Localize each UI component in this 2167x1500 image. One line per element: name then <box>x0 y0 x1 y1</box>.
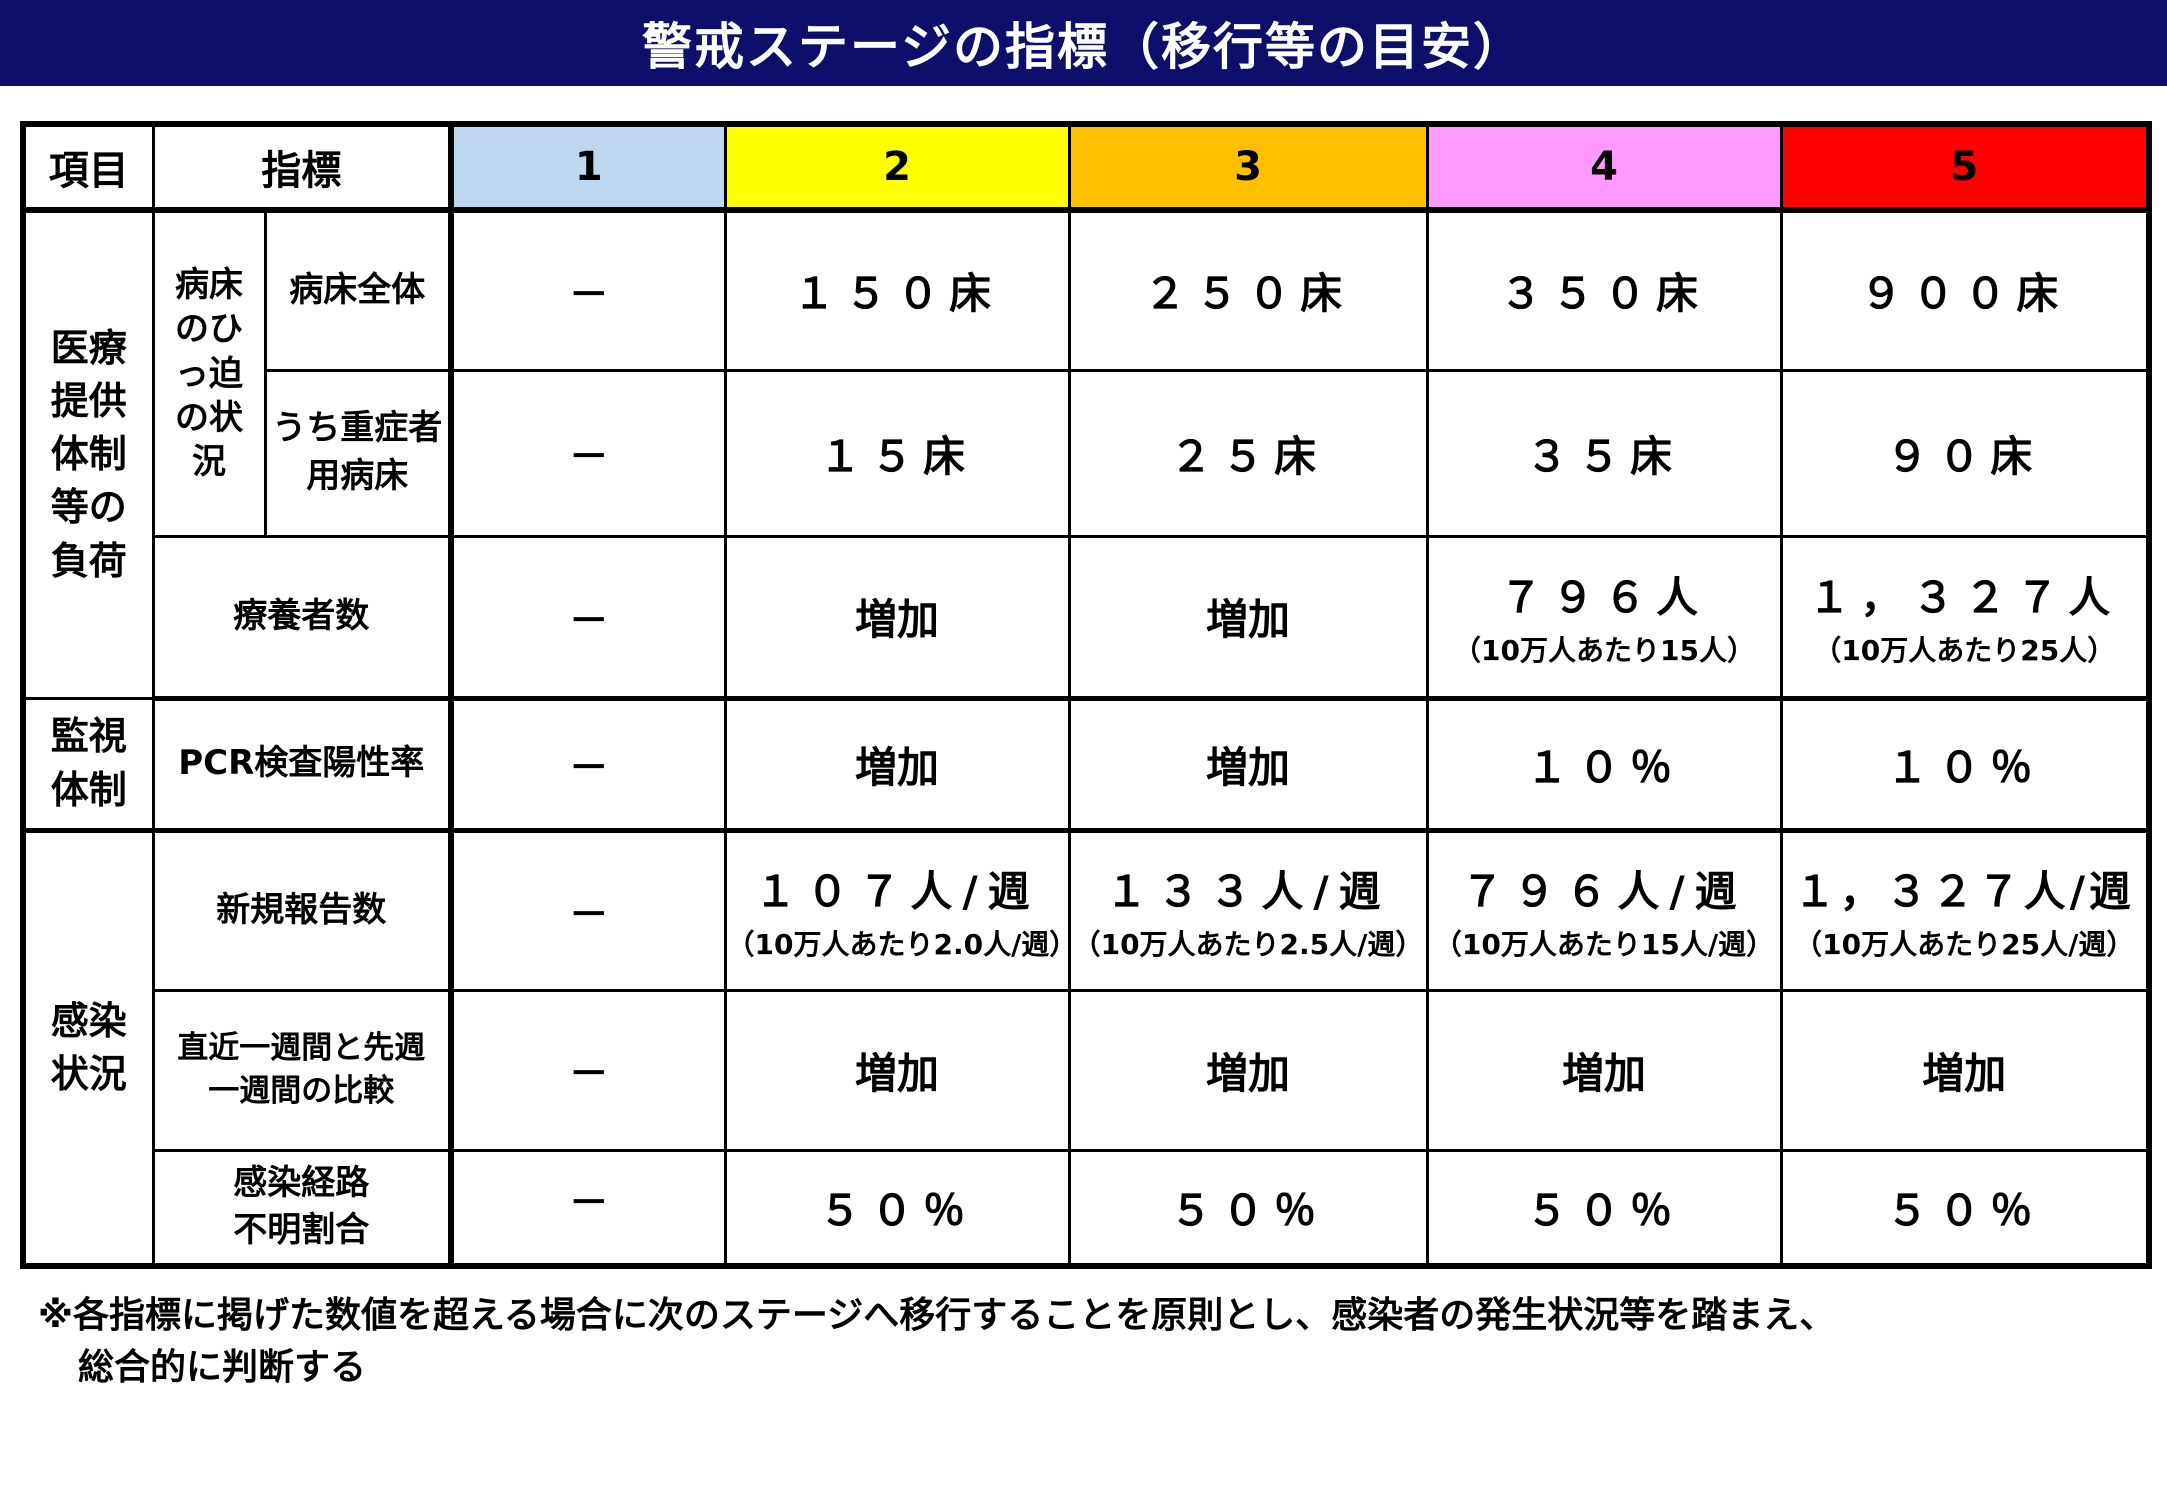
section-medical-label: 医療提供体制等の負荷 <box>50 325 127 583</box>
cell-patients-1: － <box>449 534 727 701</box>
stage-3-header: 3 <box>1067 122 1429 213</box>
cell-new-reports-4-main: ７９６人/週 <box>1461 867 1747 916</box>
cell-new-reports-2-main: １０７人/週 <box>754 867 1040 916</box>
cell-unknown-route-5: ５０％ <box>1779 1148 2151 1268</box>
cell-new-reports-3-sub: （10万人あたり2.5人/週） <box>1072 928 1424 961</box>
cell-patients-4-main: ７９６人 <box>1499 573 1708 622</box>
cell-new-reports-5-main: １，３２７人/週 <box>1793 867 2135 916</box>
cell-new-reports-5: １，３２７人/週 （10万人あたり25人/週） <box>1779 828 2151 992</box>
cell-new-reports-2: １０７人/週 （10万人あたり2.0人/週） <box>723 828 1071 992</box>
row-unknown-route: 感染経路不明割合 － ５０％ ５０％ ５０％ ５０％ <box>23 1148 2151 1268</box>
cell-new-reports-2-sub: （10万人あたり2.0人/週） <box>726 928 1069 961</box>
header-row: 項目 指標 1 2 3 4 5 <box>21 122 2151 213</box>
cell-beds-total-5: ９００床 <box>1779 208 2151 372</box>
cell-beds-total-3: ２５０床 <box>1067 208 1429 372</box>
cell-patients-2-main: 増加 <box>854 595 939 644</box>
footnote-line-2: 総合的に判断する <box>78 1347 367 1389</box>
cell-patients-3-main: 増加 <box>1205 595 1290 644</box>
cell-pcr-4: １０％ <box>1425 696 1783 833</box>
row-beds-severe: うち重症者用病床 － １５床 ２５床 ３５床 ９０床 <box>23 368 2151 538</box>
label-pcr: PCR検査陽性率 <box>151 696 454 833</box>
alert-stage-table: 項目 指標 1 2 3 4 5 医療提供体制等の負荷 病床のひっ迫の状況 病床全… <box>20 121 2152 1269</box>
cell-unknown-route-1: － <box>449 1148 727 1268</box>
label-beds-severe: うち重症者用病床 <box>272 408 443 496</box>
footnote-line-1: ※各指標に掲げた数値を超える場合に次のステージへ移行することを原則とし、感染者の… <box>38 1295 1836 1336</box>
cell-pcr-2: 増加 <box>723 696 1071 833</box>
label-weekly-compare: 直近一週間と先週一週間の比較 <box>177 1029 426 1109</box>
stage-2-header: 2 <box>723 122 1071 213</box>
cell-weekly-compare-4: 増加 <box>1425 988 1783 1152</box>
section-infection-label: 感染状況 <box>50 998 127 1096</box>
label-beds-severe-cell: うち重症者用病床 <box>263 368 454 538</box>
cell-beds-severe-2: １５床 <box>723 368 1071 538</box>
stage-1-header: 1 <box>449 122 727 213</box>
header-item: 項目 <box>21 122 155 213</box>
cell-beds-severe-4: ３５床 <box>1425 368 1783 538</box>
page-title: 警戒ステージの指標（移行等の目安） <box>642 18 1525 76</box>
section-monitoring: 監視体制 <box>21 696 155 833</box>
footnote: ※各指標に掲げた数値を超える場合に次のステージへ移行することを原則とし、感染者の… <box>38 1290 2138 1394</box>
cell-pcr-1: － <box>449 696 727 833</box>
title-banner: 警戒ステージの指標（移行等の目安） <box>0 0 2167 86</box>
cell-unknown-route-4: ５０％ <box>1425 1148 1783 1268</box>
cell-new-reports-4: ７９６人/週 （10万人あたり15人/週） <box>1425 828 1783 992</box>
label-patients: 療養者数 <box>151 534 454 701</box>
cell-beds-severe-3: ２５床 <box>1067 368 1429 538</box>
cell-beds-severe-1: － <box>449 368 727 538</box>
cell-new-reports-3: １３３人/週 （10万人あたり2.5人/週） <box>1067 828 1429 992</box>
row-pcr: 監視体制 PCR検査陽性率 － 増加 増加 １０％ １０％ <box>21 696 2151 833</box>
label-new-reports: 新規報告数 <box>151 828 454 992</box>
cell-beds-total-2: １５０床 <box>723 208 1071 372</box>
cell-patients-3: 増加 <box>1067 534 1429 701</box>
cell-patients-5-sub: （10万人あたり25人） <box>1813 634 2116 667</box>
cell-pcr-5: １０％ <box>1779 696 2151 833</box>
cell-patients-4: ７９６人 （10万人あたり15人） <box>1425 534 1783 701</box>
cell-beds-total-1: － <box>449 208 727 372</box>
section-medical-load: 医療提供体制等の負荷 <box>21 208 155 700</box>
cell-patients-5-main: １，３２７人 <box>1808 573 2121 622</box>
sublabel-bed-pressure: 病床のひっ迫の状況 <box>175 265 243 483</box>
stage-5-header: 5 <box>1779 122 2151 213</box>
cell-beds-total-4: ３５０床 <box>1425 208 1783 372</box>
cell-weekly-compare-3: 増加 <box>1067 988 1429 1152</box>
cell-unknown-route-3: ５０％ <box>1067 1148 1429 1268</box>
cell-new-reports-3-main: １３３人/週 <box>1105 867 1391 916</box>
header-indicator: 指標 <box>151 122 454 213</box>
cell-weekly-compare-2: 増加 <box>723 988 1071 1152</box>
section-monitoring-label: 監視体制 <box>50 714 127 812</box>
label-unknown-route-cell: 感染経路不明割合 <box>151 1148 454 1268</box>
cell-weekly-compare-1: － <box>449 988 727 1152</box>
cell-patients-2: 増加 <box>723 534 1071 701</box>
cell-weekly-compare-5: 増加 <box>1779 988 2151 1152</box>
cell-patients-4-sub: （10万人あたり15人） <box>1453 634 1755 667</box>
row-weekly-compare: 直近一週間と先週一週間の比較 － 増加 増加 増加 増加 <box>23 988 2151 1152</box>
cell-patients-1-main: － <box>568 597 609 644</box>
label-unknown-route: 感染経路不明割合 <box>233 1162 370 1251</box>
cell-new-reports-4-sub: （10万人あたり15人/週） <box>1433 928 1775 961</box>
cell-patients-5: １，３２７人 （10万人あたり25人） <box>1779 534 2151 701</box>
row-patients: 療養者数 － 増加 増加 ７９６人 （10万人あたり15人） １，３２７人 （1… <box>23 534 2151 701</box>
cell-pcr-3: 増加 <box>1067 696 1429 833</box>
row-beds-total: 医療提供体制等の負荷 病床のひっ迫の状況 病床全体 － １５０床 ２５０床 ３５… <box>21 208 2151 700</box>
sublabel-bed-pressure-cell: 病床のひっ迫の状況 <box>151 208 267 538</box>
row-new-reports: 感染状況 新規報告数 － １０７人/週 （10万人あたり2.0人/週） １３３人… <box>21 828 2151 1268</box>
cell-new-reports-1-main: － <box>568 891 609 938</box>
cell-new-reports-5-sub: （10万人あたり25人/週） <box>1794 928 2135 961</box>
cell-new-reports-1: － <box>449 828 727 992</box>
label-weekly-compare-cell: 直近一週間と先週一週間の比較 <box>151 988 454 1152</box>
cell-unknown-route-2: ５０％ <box>723 1148 1071 1268</box>
section-infection: 感染状況 <box>21 828 155 1268</box>
cell-beds-severe-5: ９０床 <box>1779 368 2151 538</box>
label-beds-total: 病床全体 <box>263 208 454 372</box>
stage-4-header: 4 <box>1425 122 1783 213</box>
